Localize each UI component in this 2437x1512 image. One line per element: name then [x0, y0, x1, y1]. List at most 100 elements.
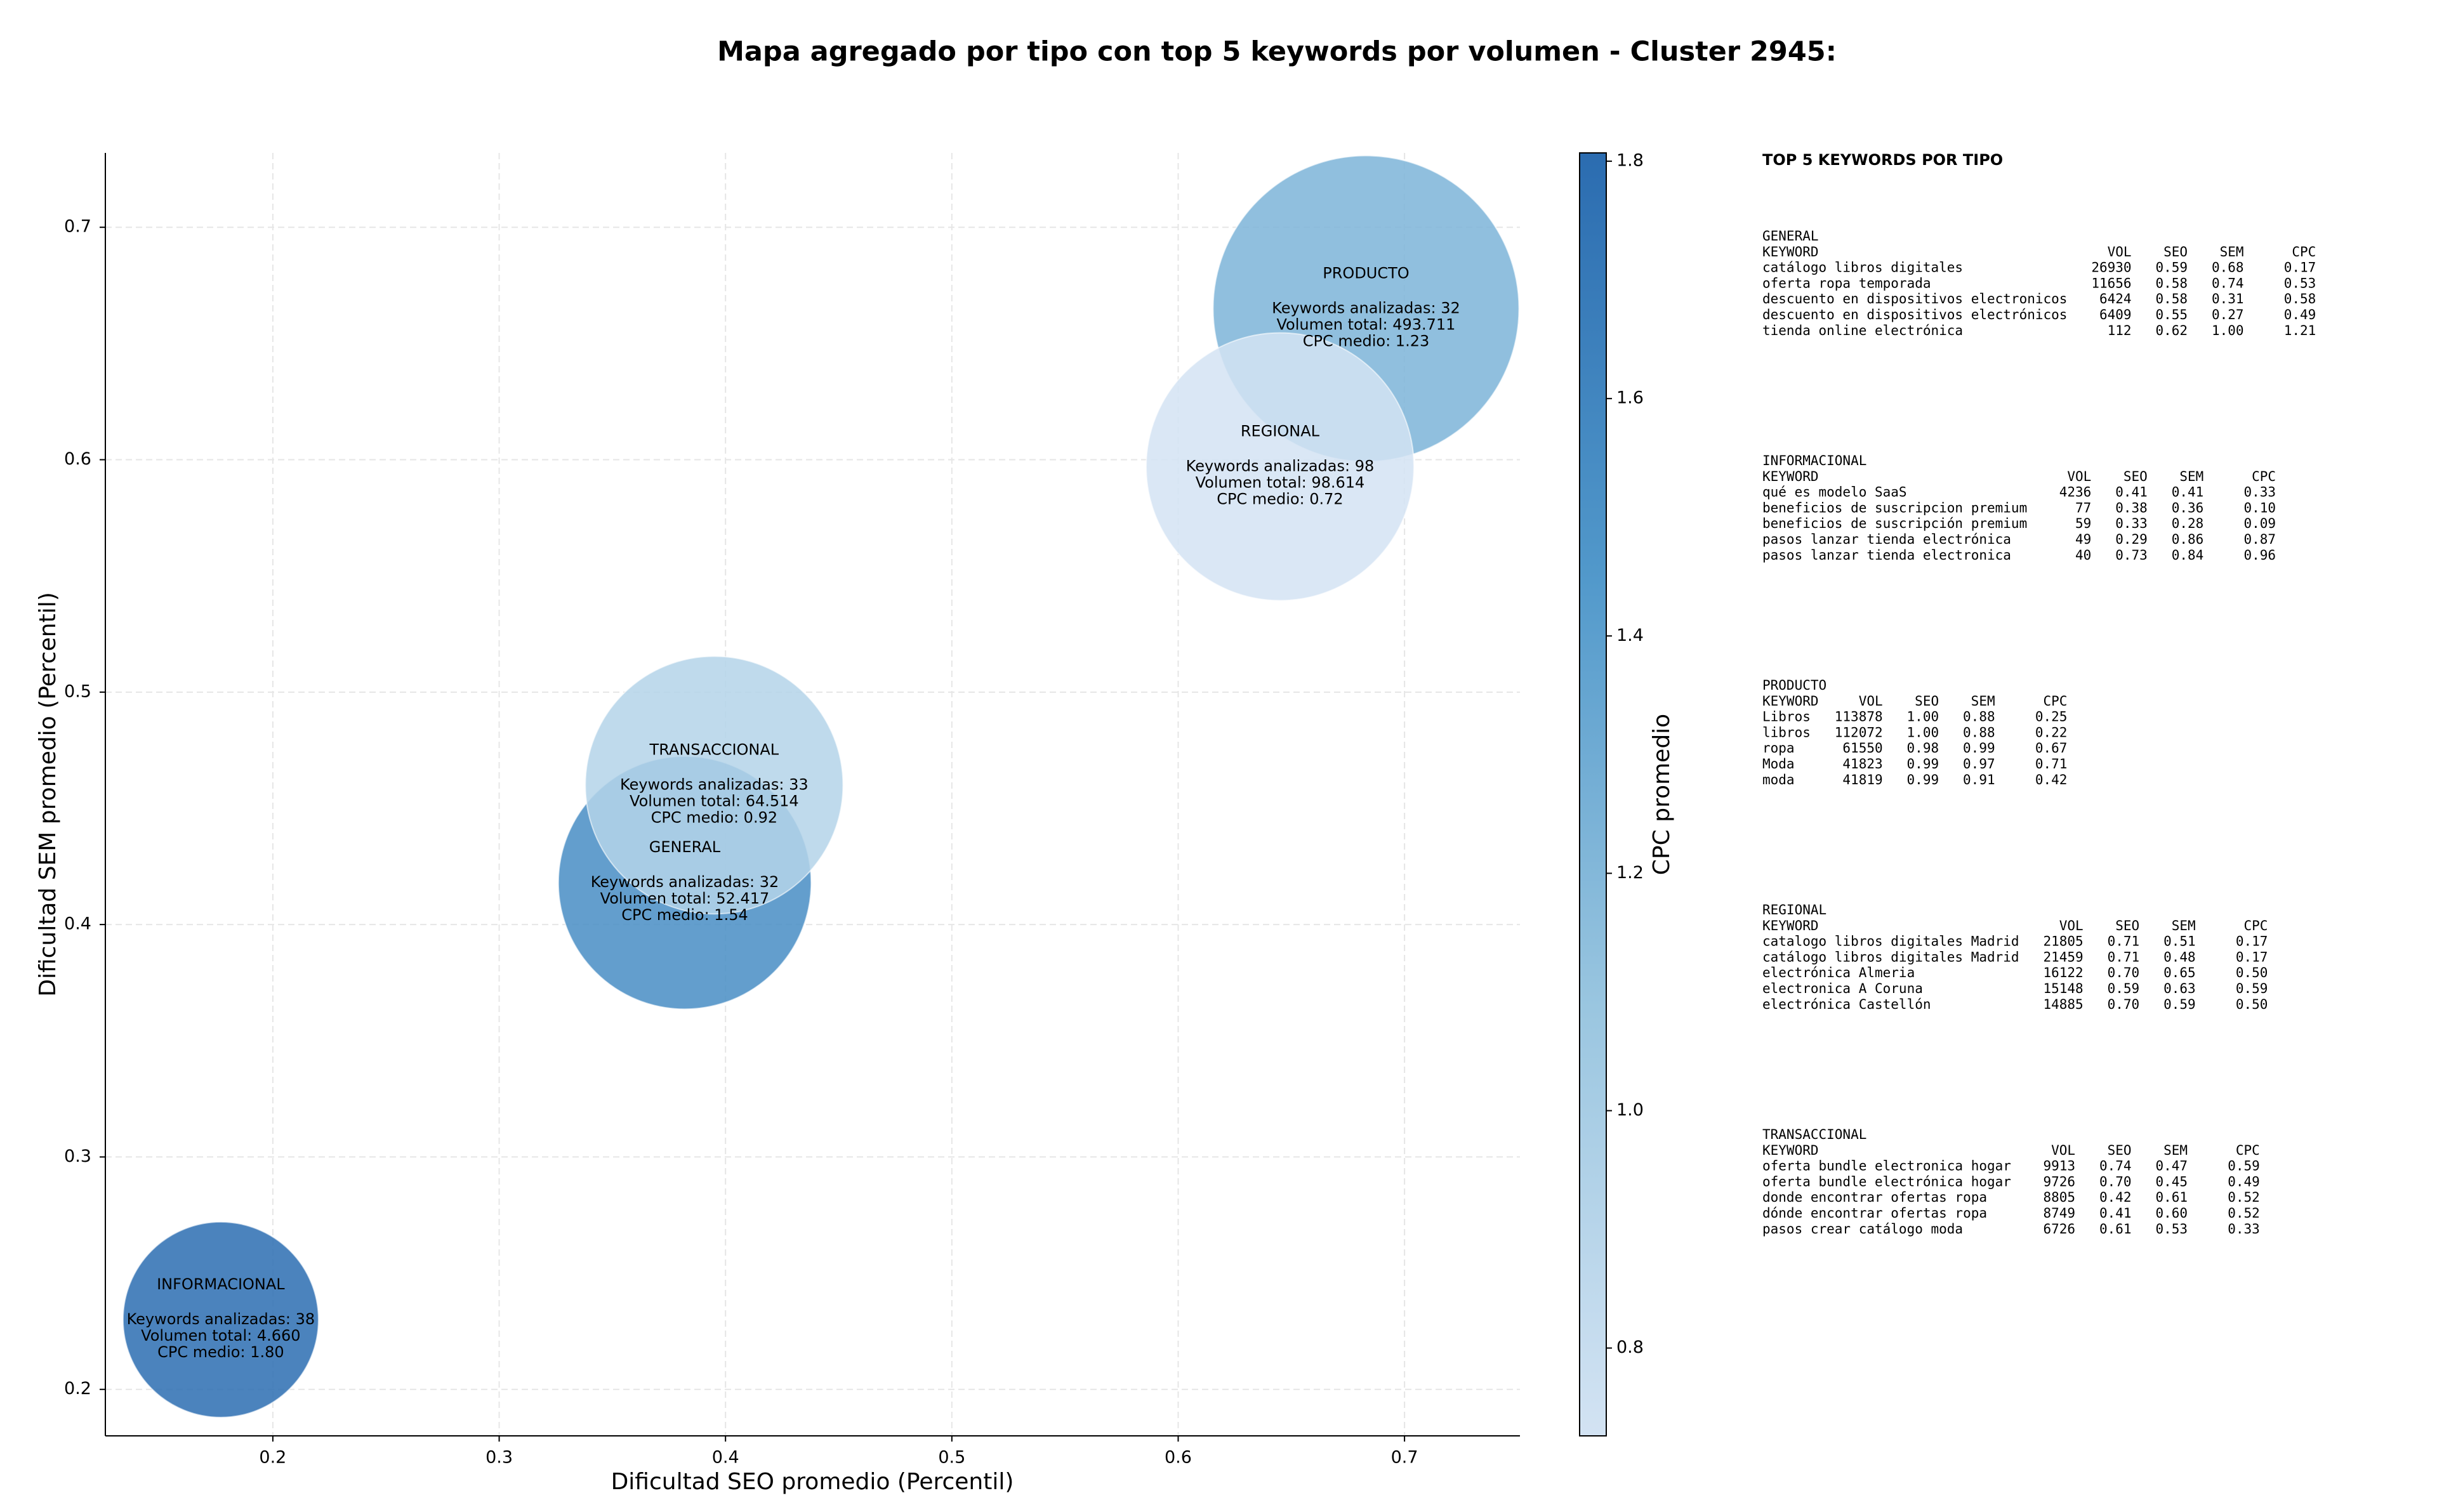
table-cell: donde encontrar ofertas ropa	[1762, 1190, 1987, 1205]
table-cell: catalogo libros digitales Madrid	[1762, 934, 2019, 949]
table-cell: 0.55	[2155, 307, 2188, 322]
table-cell: electronica A Coruna	[1762, 981, 1923, 996]
table-cell: 0.74	[2099, 1159, 2132, 1174]
table-cell: 1.21	[2284, 323, 2316, 338]
table-cell: 21805	[2043, 934, 2083, 949]
table-cell: oferta ropa temporada	[1762, 275, 1931, 291]
table-cell: 41819	[1842, 772, 1882, 787]
table-header: SEO	[2115, 918, 2139, 933]
bubble	[1146, 332, 1415, 602]
table-cell: 0.28	[2172, 516, 2204, 531]
table-cell: 0.87	[2244, 532, 2276, 547]
colorbar-tick-label: 1.8	[1616, 151, 1644, 171]
y-axis-label: Dificultad SEM promedio (Percentil)	[35, 592, 61, 997]
table-cell: dónde encontrar ofertas ropa	[1762, 1206, 1987, 1221]
table-cell: 16122	[2043, 965, 2083, 980]
table-header: SEM	[2220, 244, 2244, 260]
bubble-label: Keywords analizadas: 38	[127, 1310, 315, 1328]
bubble-name: TRANSACCIONAL	[649, 740, 779, 758]
bubble-name: PRODUCTO	[1323, 264, 1409, 282]
table-cell: 0.52	[2228, 1190, 2260, 1205]
table-cell: 0.10	[2244, 500, 2276, 515]
table-cell: 6726	[2043, 1221, 2075, 1237]
table-header: CPC	[2236, 1143, 2260, 1158]
table-cell: 6409	[2099, 307, 2132, 322]
table-cell: 0.99	[1963, 740, 1995, 756]
table-cell: 14885	[2043, 997, 2083, 1012]
table-cell: 15148	[2043, 981, 2083, 996]
table-cell: 113878	[1835, 709, 1883, 725]
table-title: TOP 5 KEYWORDS POR TIPO	[1762, 151, 2003, 169]
table-cell: 0.47	[2155, 1159, 2188, 1174]
table-cell: 59	[2075, 516, 2091, 531]
colorbar	[1579, 152, 1607, 1436]
bubble	[122, 1221, 319, 1418]
table-cell: 0.25	[2035, 709, 2068, 725]
bubble-label: Volumen total: 64.514	[630, 792, 799, 810]
table-group-name: GENERAL	[1762, 228, 1819, 244]
table-cell: 0.91	[1963, 772, 1995, 787]
table-cell: 0.59	[2236, 981, 2268, 996]
table-cell: 0.49	[2284, 307, 2316, 322]
table-cell: pasos crear catálogo moda	[1762, 1221, 1963, 1237]
bubble-label: Volumen total: 493.711	[1277, 315, 1456, 333]
table-cell: oferta bundle electronica hogar	[1762, 1159, 2011, 1174]
table-cell: oferta bundle electrónica hogar	[1762, 1174, 2011, 1189]
colorbar-label: CPC promedio	[1649, 714, 1675, 875]
table-cell: catálogo libros digitales Madrid	[1762, 949, 2019, 964]
table-cell: 77	[2075, 500, 2091, 515]
table-cell: 0.17	[2236, 949, 2268, 964]
table-cell: libros	[1762, 725, 1811, 740]
table-cell: 0.97	[1963, 756, 1995, 772]
table-header: CPC	[2043, 694, 2067, 709]
table-header: KEYWORD	[1762, 469, 1819, 484]
table-cell: 0.70	[2099, 1174, 2132, 1189]
table-cell: 0.22	[2035, 725, 2068, 740]
bubble-label: CPC medio: 1.23	[1303, 332, 1430, 350]
table-cell: 0.74	[2212, 275, 2244, 291]
table-cell: 8749	[2043, 1206, 2075, 1221]
table-header: SEM	[2172, 918, 2196, 933]
table-cell: 0.41	[2099, 1206, 2132, 1221]
table-cell: 0.31	[2212, 291, 2244, 306]
table-cell: 21459	[2043, 949, 2083, 964]
table-cell: 0.58	[2155, 275, 2188, 291]
table-cell: 0.50	[2236, 965, 2268, 980]
table-cell: 0.52	[2228, 1206, 2260, 1221]
table-cell: 0.84	[2172, 548, 2204, 563]
chart-title: Mapa agregado por tipo con top 5 keyword…	[717, 36, 1837, 68]
table-cell: 61550	[1842, 740, 1882, 756]
table-cell: 0.61	[2155, 1190, 2188, 1205]
table-cell: 0.53	[2284, 275, 2316, 291]
table-cell: 9913	[2043, 1159, 2075, 1174]
table-cell: electrónica Castellón	[1762, 997, 1931, 1012]
table-cell: 1.00	[1907, 709, 1939, 725]
y-tick-label: 0.5	[64, 681, 91, 701]
table-cell: ropa	[1762, 740, 1795, 756]
table-cell: 0.62	[2155, 323, 2188, 338]
table-header: KEYWORD	[1762, 918, 1819, 933]
bubble-name: REGIONAL	[1241, 423, 1320, 440]
table-header: SEM	[1971, 694, 1995, 709]
table-cell: descuento en dispositivos electronicos	[1762, 291, 2067, 306]
colorbar-tick-label: 1.0	[1616, 1100, 1644, 1120]
table-cell: 0.33	[2244, 485, 2276, 500]
table-cell: 6424	[2099, 291, 2132, 306]
table-header: CPC	[2292, 244, 2316, 260]
table-cell: 0.38	[2115, 500, 2148, 515]
colorbar-tick-label: 1.4	[1616, 626, 1644, 645]
bubble-label: Keywords analizadas: 32	[1272, 299, 1460, 317]
table-cell: 0.96	[2244, 548, 2276, 563]
bubble-label: Volumen total: 98.614	[1196, 474, 1365, 492]
table-header: SEO	[2123, 469, 2148, 484]
table-cell: catálogo libros digitales	[1762, 260, 1963, 275]
table-cell: 0.71	[2108, 934, 2140, 949]
table-cell: 4236	[2059, 485, 2092, 500]
table-cell: 11656	[2091, 275, 2131, 291]
y-tick-label: 0.7	[64, 217, 91, 237]
table-cell: Libros	[1762, 709, 1811, 725]
table-header: VOL	[2051, 1143, 2075, 1158]
table-cell: Moda	[1762, 756, 1795, 772]
